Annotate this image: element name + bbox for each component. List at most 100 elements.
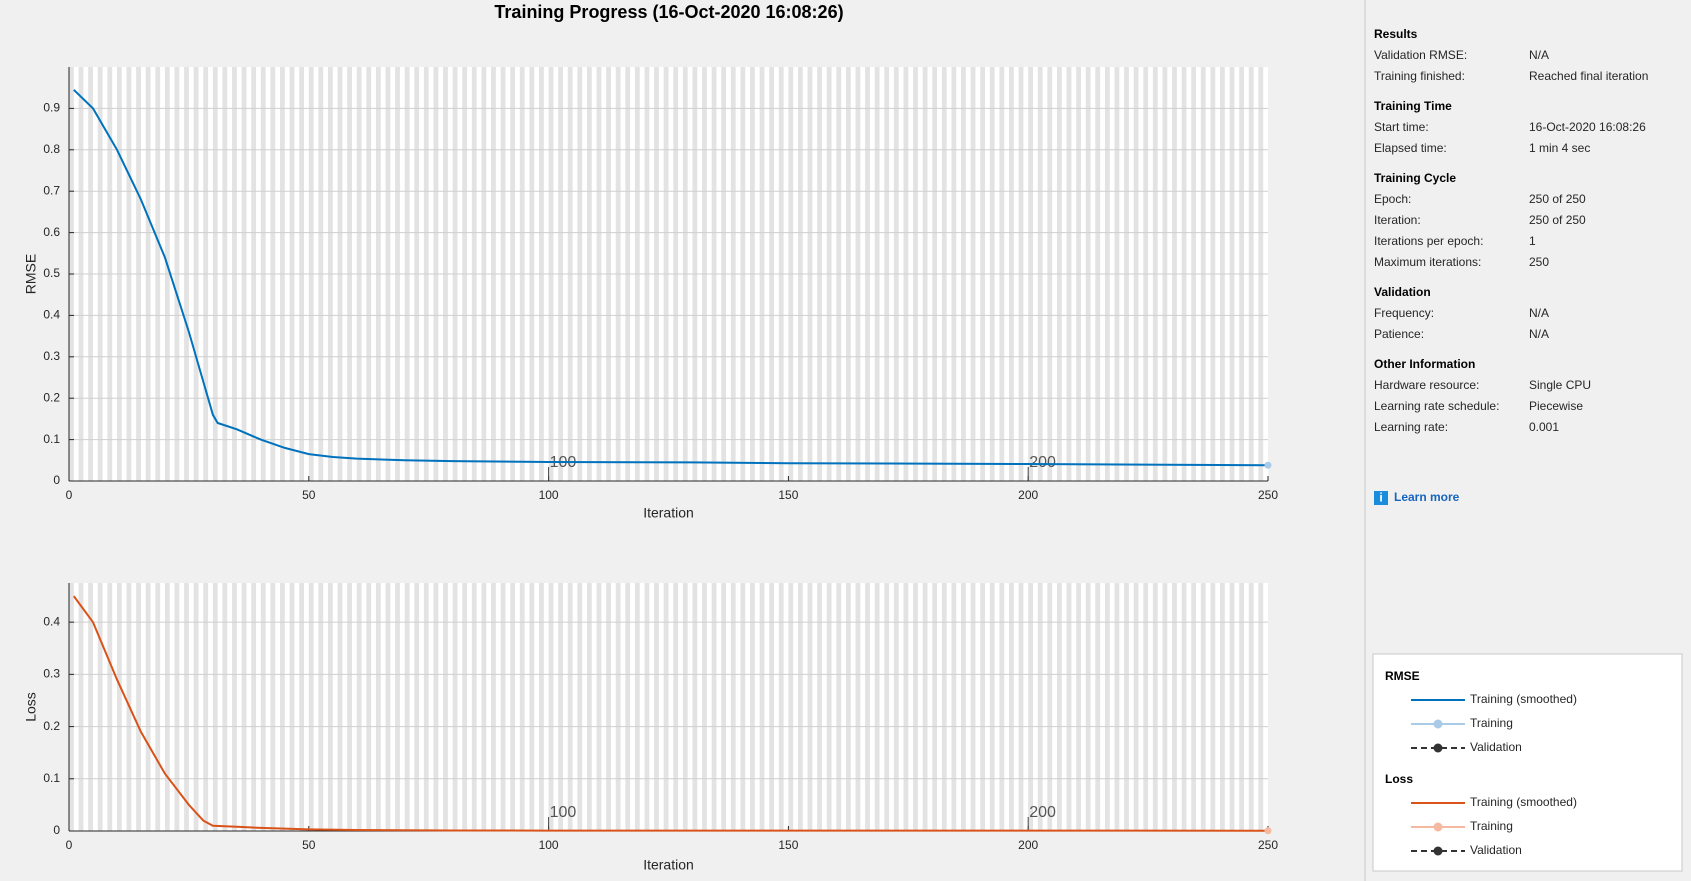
epoch-stripe xyxy=(1124,583,1129,831)
epoch-stripe xyxy=(663,583,669,831)
epoch-stripe xyxy=(1143,583,1149,831)
epoch-stripe xyxy=(893,583,899,831)
epoch-stripe xyxy=(634,583,640,831)
epoch-stripe xyxy=(289,583,295,831)
learn-more-link[interactable]: Learn more xyxy=(1394,490,1460,504)
x-tick-label: 50 xyxy=(302,488,316,502)
epoch-stripe xyxy=(932,583,938,831)
epoch-stripe xyxy=(1076,583,1081,831)
epoch-stripe xyxy=(116,583,122,831)
epoch-stripe xyxy=(1258,583,1264,831)
epoch-stripe xyxy=(241,583,247,831)
epoch-stripe xyxy=(836,583,842,831)
info-label: Iterations per epoch: xyxy=(1374,234,1483,248)
y-tick-label: 0.1 xyxy=(43,771,60,785)
epoch-stripe xyxy=(404,583,410,831)
epoch-stripe xyxy=(769,583,775,831)
epoch-stripe xyxy=(548,583,554,831)
info-label: Training finished: xyxy=(1374,69,1465,83)
legend-label: Training xyxy=(1470,716,1513,730)
epoch-stripe xyxy=(452,583,458,831)
x-tick-label: 150 xyxy=(778,838,798,852)
epoch-stripe xyxy=(606,583,611,831)
info-value: 1 min 4 sec xyxy=(1529,141,1590,155)
epoch-stripe xyxy=(970,583,976,831)
epoch-stripe xyxy=(913,583,918,831)
epoch-stripe xyxy=(1239,583,1245,831)
epoch-stripe xyxy=(433,583,439,831)
info-label: Validation RMSE: xyxy=(1374,48,1467,62)
epoch-stripe xyxy=(1220,583,1225,831)
epoch-stripe xyxy=(280,583,285,831)
legend-group-title: RMSE xyxy=(1385,669,1420,683)
epoch-stripe xyxy=(1037,583,1043,831)
y-tick-label: 0.5 xyxy=(43,266,60,280)
epoch-stripe xyxy=(730,583,736,831)
epoch-stripe xyxy=(951,583,957,831)
epoch-stripe xyxy=(1248,583,1254,831)
y-tick-label: 0.4 xyxy=(43,614,60,628)
epoch-stripe xyxy=(596,583,602,831)
y-tick-label: 0.2 xyxy=(43,719,60,733)
epoch-stripe xyxy=(980,583,986,831)
epoch-stripe xyxy=(702,583,707,831)
legend-group-title: Loss xyxy=(1385,772,1413,786)
epoch-stripe xyxy=(136,583,141,831)
legend-box xyxy=(1372,653,1683,872)
epoch-label: 100 xyxy=(550,804,577,821)
epoch-stripe xyxy=(788,583,794,831)
epoch-stripe xyxy=(539,583,544,831)
info-label: Frequency: xyxy=(1374,306,1434,320)
epoch-stripe xyxy=(1172,583,1177,831)
y-tick-label: 0.2 xyxy=(43,390,60,404)
info-label: Iteration: xyxy=(1374,213,1421,227)
legend-label: Training (smoothed) xyxy=(1470,692,1577,706)
x-axis-label: Iteration xyxy=(643,505,694,521)
epoch-stripe xyxy=(529,583,535,831)
epoch-stripe xyxy=(145,583,151,831)
epoch-stripe xyxy=(510,583,516,831)
legend-label: Training xyxy=(1470,819,1513,833)
epoch-stripe xyxy=(366,583,372,831)
epoch-stripe xyxy=(107,583,113,831)
y-axis-label: RMSE xyxy=(23,254,39,294)
epoch-stripe xyxy=(941,583,947,831)
epoch-stripe xyxy=(491,583,496,831)
epoch-stripe xyxy=(327,583,333,831)
epoch-stripe xyxy=(1200,583,1206,831)
legend-label: Validation xyxy=(1470,740,1522,754)
y-tick-label: 0.3 xyxy=(43,667,60,681)
epoch-stripe xyxy=(759,583,765,831)
info-label: Start time: xyxy=(1374,120,1429,134)
epoch-stripe xyxy=(193,583,199,831)
epoch-stripe xyxy=(558,583,563,831)
info-value: Reached final iteration xyxy=(1529,69,1648,83)
epoch-stripe xyxy=(462,583,468,831)
epoch-stripe xyxy=(1162,583,1168,831)
info-value: 0.001 xyxy=(1529,420,1559,434)
epoch-stripe xyxy=(778,583,784,831)
epoch-stripe xyxy=(692,583,698,831)
epoch-stripe xyxy=(817,583,822,831)
epoch-stripe xyxy=(1066,583,1072,831)
section-title: Other Information xyxy=(1374,357,1475,371)
x-tick-label: 200 xyxy=(1018,838,1038,852)
epoch-stripe xyxy=(337,583,343,831)
epoch-stripe xyxy=(78,583,84,831)
epoch-stripe xyxy=(586,583,592,831)
epoch-stripe xyxy=(826,583,832,831)
epoch-stripe xyxy=(1152,583,1158,831)
epoch-stripe xyxy=(251,583,257,831)
info-icon xyxy=(1374,491,1388,505)
epoch-stripe xyxy=(711,583,717,831)
epoch-stripe xyxy=(1133,583,1139,831)
y-tick-label: 0.1 xyxy=(43,432,60,446)
section-title: Training Cycle xyxy=(1374,171,1456,185)
series-line xyxy=(73,89,1269,467)
legend-marker xyxy=(1433,846,1443,856)
x-tick-label: 150 xyxy=(778,488,798,502)
epoch-stripe xyxy=(481,583,487,831)
series-marker xyxy=(1264,827,1272,835)
info-label: Elapsed time: xyxy=(1374,141,1447,155)
section-title: Training Time xyxy=(1374,99,1452,113)
